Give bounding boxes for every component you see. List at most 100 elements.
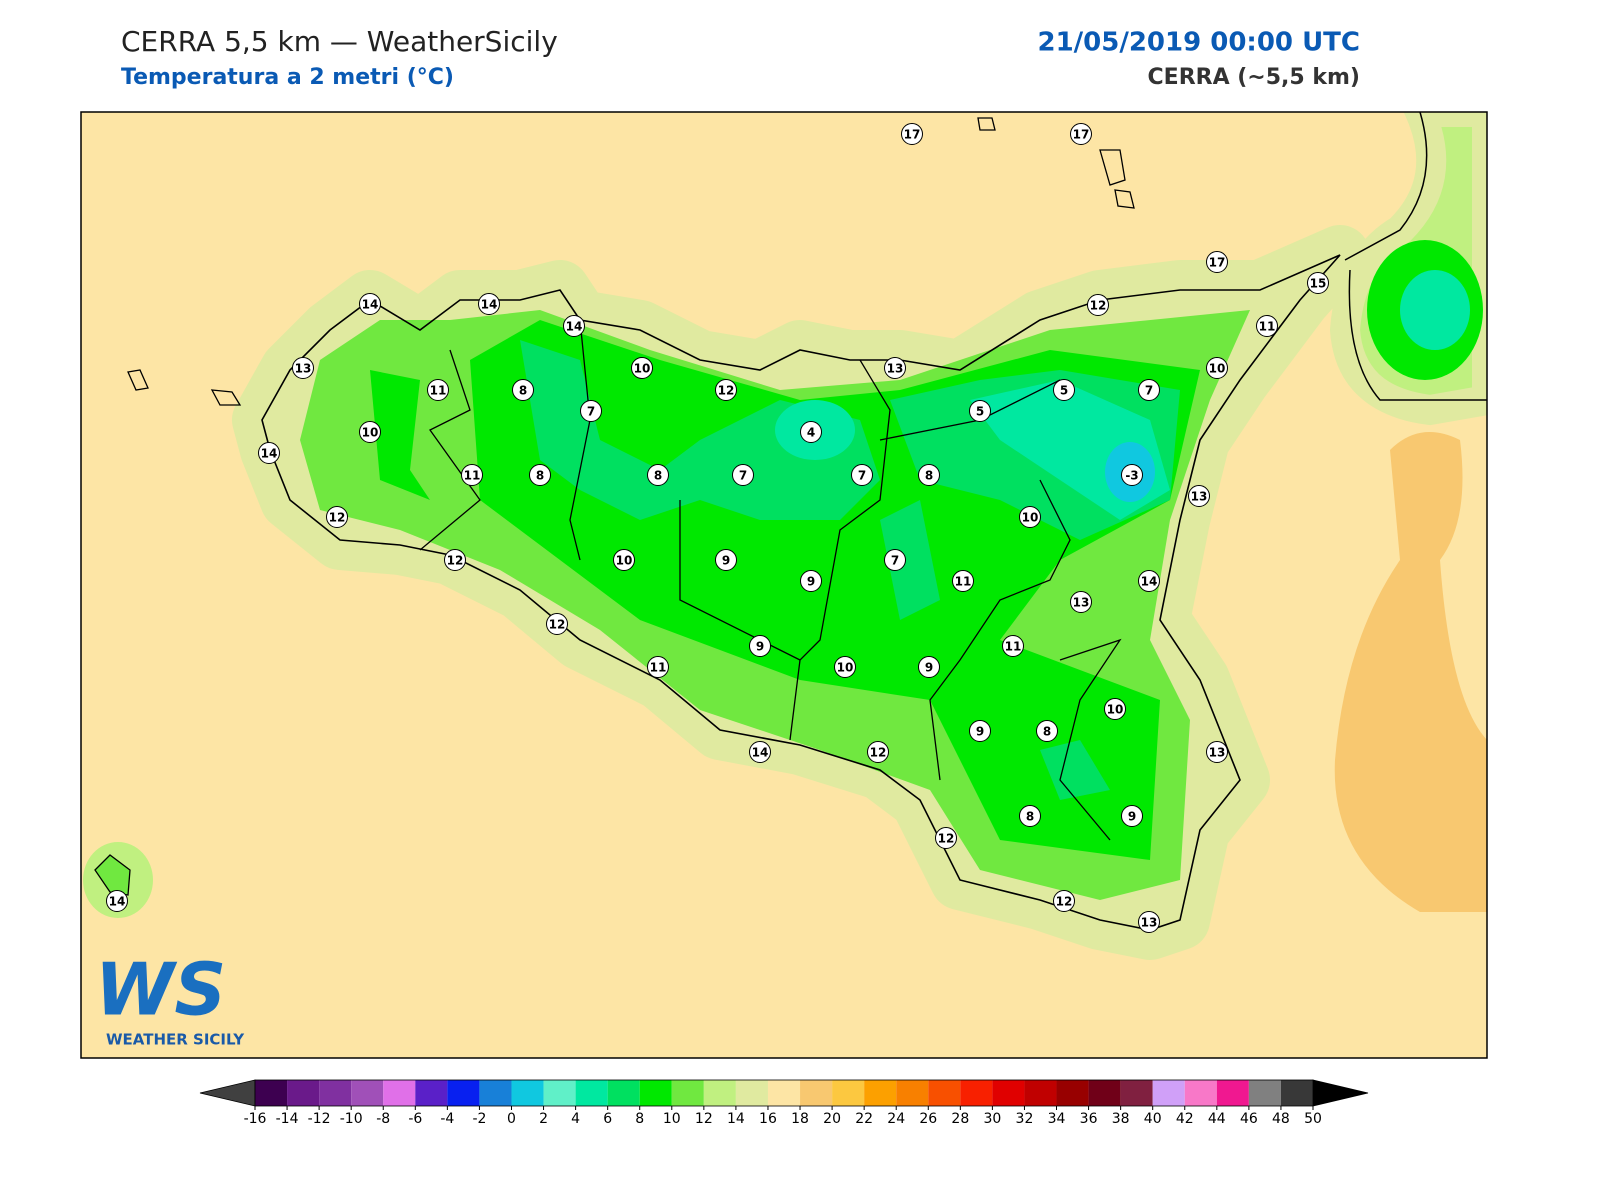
station-value: 11: [430, 384, 447, 398]
station: 9: [918, 656, 940, 678]
station-marker: [901, 123, 923, 145]
station-value: 13: [1191, 490, 1208, 504]
station: -3: [1121, 464, 1143, 486]
colorbar-tick-label: 8: [635, 1111, 644, 1127]
colorbar-segment: [1248, 1080, 1281, 1106]
station-marker: [715, 549, 737, 571]
colorbar-tick-label: -4: [440, 1111, 454, 1127]
station: 12: [326, 506, 348, 528]
colorbar-segment: [1120, 1080, 1153, 1106]
colorbar-segment: [767, 1080, 801, 1106]
station-marker: [1053, 890, 1075, 912]
station: 10: [1019, 506, 1041, 528]
station-value: 14: [481, 298, 498, 312]
station-value: 10: [616, 554, 633, 568]
colorbar-segment: [287, 1080, 320, 1106]
station-value: 10: [634, 362, 651, 376]
station-marker: [580, 400, 602, 422]
colorbar-tick-label: 10: [663, 1111, 681, 1127]
station-marker: [1121, 805, 1143, 827]
subtitle: Temperatura a 2 metri (°C): [121, 65, 454, 90]
station-marker: [732, 464, 754, 486]
station: 8: [512, 379, 534, 401]
station: 17: [1206, 251, 1228, 273]
station: 12: [546, 613, 568, 635]
station-value: 14: [261, 447, 278, 461]
station-value: 13: [295, 362, 312, 376]
station-marker: [749, 635, 771, 657]
station: 12: [444, 549, 466, 571]
colorbar-tick-label: 26: [919, 1111, 937, 1127]
station: 7: [884, 549, 906, 571]
station: 13: [1070, 591, 1092, 613]
station-value: 10: [1022, 511, 1039, 525]
station-value: 12: [329, 511, 346, 525]
station: 13: [1206, 741, 1228, 763]
station-marker: [1070, 123, 1092, 145]
colorbar-tick-label: 14: [727, 1111, 745, 1127]
station-marker: [258, 442, 280, 464]
stations: 17 17 17 15 14 14 14 12 11 13 10 13 10 11 8 12 5 7 7 5 10 4 14…: [106, 123, 1329, 933]
station: 9: [800, 570, 822, 592]
colorbar-tick-label: 18: [791, 1111, 809, 1127]
station-value: 5: [976, 405, 984, 419]
colorbar-segment: [1056, 1080, 1089, 1106]
coastline: [1344, 112, 1428, 261]
station: 10: [1104, 698, 1126, 720]
station-value: 12: [870, 746, 887, 760]
station-marker: [1053, 379, 1075, 401]
colorbar-over: [1312, 1079, 1369, 1107]
colorbar-segment: [255, 1080, 288, 1106]
station: 13: [292, 357, 314, 379]
station: 8: [1036, 720, 1058, 742]
station: 14: [1138, 570, 1160, 592]
station-marker: [1070, 591, 1092, 613]
title: CERRA 5,5 km — WeatherSicily: [121, 25, 558, 58]
colorbar-segment: [543, 1080, 576, 1106]
zone-6-8: [880, 500, 940, 620]
logo: WS WEATHER SICILY: [95, 948, 245, 1049]
station-marker: [529, 464, 551, 486]
coastline: [261, 254, 1341, 931]
station-value: 13: [1073, 596, 1090, 610]
station-marker: [647, 656, 669, 678]
station-marker: [1256, 315, 1278, 337]
station-value: 14: [362, 298, 379, 312]
colorbar-segment: [703, 1080, 736, 1106]
station-value: 12: [938, 832, 955, 846]
station: 17: [901, 123, 923, 145]
colorbar-tick-label: 32: [1016, 1111, 1034, 1127]
station-marker: [935, 827, 957, 849]
colorbar-tick-label: 44: [1208, 1111, 1226, 1127]
station: 14: [106, 890, 128, 912]
station-value: 11: [1005, 640, 1022, 654]
station: 9: [969, 720, 991, 742]
colorbar-tick-label: -12: [308, 1111, 331, 1127]
colorbar-segment: [896, 1080, 929, 1106]
station-marker: [1036, 720, 1058, 742]
station-marker: [1002, 635, 1024, 657]
station-value: 10: [1107, 703, 1124, 717]
logo-text: WEATHER SICILY: [106, 1031, 245, 1049]
station-value: 11: [464, 469, 481, 483]
station: 7: [732, 464, 754, 486]
colorbar-segment: [800, 1080, 833, 1106]
colorbar-tick-label: -10: [340, 1111, 363, 1127]
station: 10: [834, 656, 856, 678]
colorbar-segment: [671, 1080, 704, 1106]
colorbar-segment: [607, 1080, 640, 1106]
station: 9: [749, 635, 771, 657]
station: 8: [918, 464, 940, 486]
colorbar-tick-label: -6: [408, 1111, 422, 1127]
station-marker: [613, 549, 635, 571]
station-value: 11: [650, 661, 667, 675]
station: 7: [1138, 379, 1160, 401]
station-value: 9: [1128, 810, 1136, 824]
colorbar-tick-label: 6: [603, 1111, 612, 1127]
colorbar-tick-label: 24: [887, 1111, 905, 1127]
station-marker: [546, 613, 568, 635]
station: 15: [1307, 272, 1329, 294]
station-marker: [326, 506, 348, 528]
station-value: 12: [549, 618, 566, 632]
colorbar-segment: [511, 1080, 544, 1106]
